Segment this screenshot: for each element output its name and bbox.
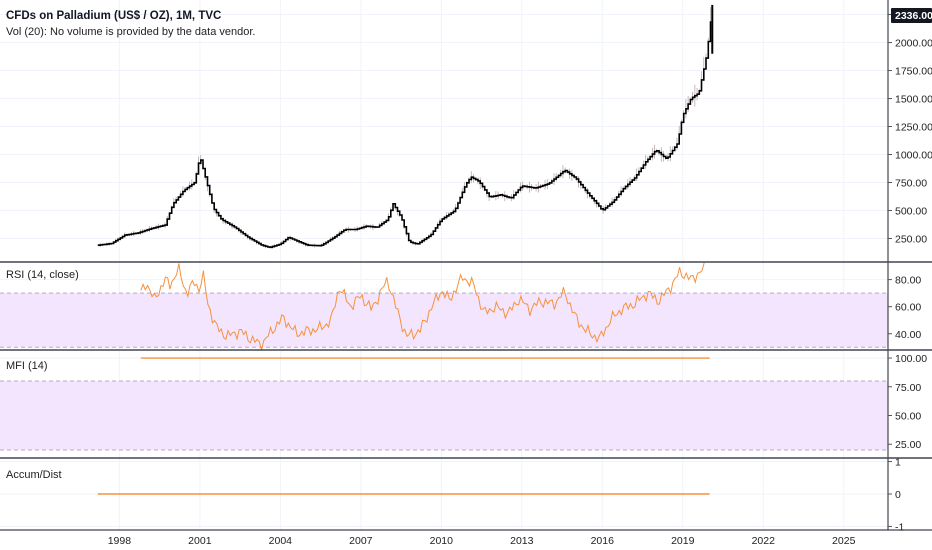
x-tick-label: 2022 [752, 535, 776, 547]
y-tick-label: 1500.00 [895, 94, 932, 106]
x-tick-label: 2019 [671, 535, 695, 547]
x-tick-label: 2004 [269, 535, 293, 547]
indicator-bands [0, 292, 888, 451]
y-tick-label: -1 [895, 521, 904, 533]
mfi-pane-title[interactable]: MFI (14) [6, 360, 48, 372]
y-tick-label: 750.00 [895, 178, 927, 190]
y-tick-label: 40.00 [895, 329, 921, 341]
mfi-band-fill [0, 381, 888, 450]
y-tick-label: 500.00 [895, 205, 927, 217]
y-tick-label: 1000.00 [895, 150, 932, 162]
y-tick-label: 60.00 [895, 302, 921, 314]
x-tick-label: 2013 [510, 535, 534, 547]
price-candles[interactable] [97, 21, 712, 249]
pane-frames [0, 0, 932, 531]
y-tick-label: 80.00 [895, 275, 921, 287]
y-tick-label: 1750.00 [895, 66, 932, 78]
y-tick-label: 1 [895, 457, 901, 469]
y-tick-label: 1250.00 [895, 122, 932, 134]
y-tick-label: 0 [895, 489, 901, 501]
time-axis: 1998 2001 2004 2007 2010 2013 2016 2019 2022 2025 [108, 535, 856, 547]
indicator-lines [97, 262, 710, 495]
last-price-tag: 2336.00 [891, 8, 932, 23]
rsi-pane-title[interactable]: RSI (14, close) [6, 269, 79, 281]
x-tick-label: 2007 [349, 535, 373, 547]
rsi-line[interactable] [140, 262, 705, 351]
x-tick-label: 2025 [832, 535, 856, 547]
accum-dist-pane-title[interactable]: Accum/Dist [6, 469, 62, 481]
x-tick-label: 2001 [188, 535, 212, 547]
rsi-band-fill [0, 293, 888, 348]
y-tick-label: 2000.00 [895, 38, 932, 50]
x-tick-label: 2010 [430, 535, 454, 547]
y-tick-label: 50.00 [895, 410, 921, 422]
last-price-label: 2336.00 [895, 10, 932, 22]
grid-lines [0, 0, 888, 530]
price-series [97, 4, 714, 249]
x-tick-label: 2016 [591, 535, 615, 547]
y-tick-label: 25.00 [895, 439, 921, 451]
y-tick-label: 75.00 [895, 382, 921, 394]
price-axes: 250.00 500.00 750.00 1000.00 1250.00 1500.00 1… [888, 10, 932, 533]
volume-note: Vol (20): No volume is provided by the d… [6, 26, 255, 38]
y-tick-label: 250.00 [895, 233, 927, 245]
y-tick-label: 100.00 [895, 353, 927, 365]
x-tick-label: 1998 [108, 535, 132, 547]
chart-title: CFDs on Palladium (US$ / OZ), 1M, TVC [6, 10, 221, 22]
candle-wicks [97, 7, 711, 249]
